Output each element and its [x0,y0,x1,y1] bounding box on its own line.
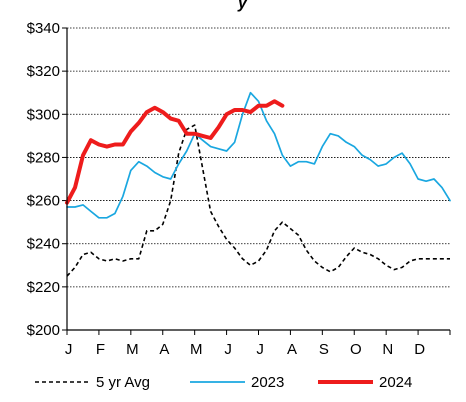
grid-lines [67,27,450,288]
series-line-2024 [65,99,285,205]
x-tick-label: J [65,341,73,358]
legend-label: 2023 [251,374,284,391]
x-tick-label: O [350,341,362,358]
x-tick-label: S [319,341,329,358]
y-tick-label: $280 [27,149,60,166]
x-tick-label: A [287,341,297,358]
series-line-2023 [66,91,451,219]
y-tick-label: $200 [27,322,60,339]
y-axis-ticks: $200 $220 $240 $260 $280 $300 $320 $340 [27,20,67,339]
axes [66,28,450,331]
x-tick-label: N [382,341,393,358]
y-tick-label: $240 [27,236,60,253]
x-tick-label: F [96,341,105,358]
y-tick-label: $340 [27,20,60,37]
legend-label: 5 yr Avg [96,374,150,391]
legend: 5 yr Avg 2023 2024 [35,374,412,391]
series-lines [65,91,451,277]
legend-label: 2024 [379,374,412,391]
x-tick-label: J [256,341,264,358]
series-line-5-yr-avg [66,124,450,277]
x-tick-label: D [414,341,425,358]
y-tick-label: $220 [27,279,60,296]
x-tick-label: M [190,341,203,358]
y-tick-label: $320 [27,63,60,80]
x-tick-label: M [126,341,139,358]
y-tick-label: $300 [27,106,60,123]
y-tick-label: $260 [27,193,60,210]
x-tick-label: J [224,341,232,358]
chart-title-fragment: y [237,0,248,12]
x-tick-label: A [159,341,169,358]
